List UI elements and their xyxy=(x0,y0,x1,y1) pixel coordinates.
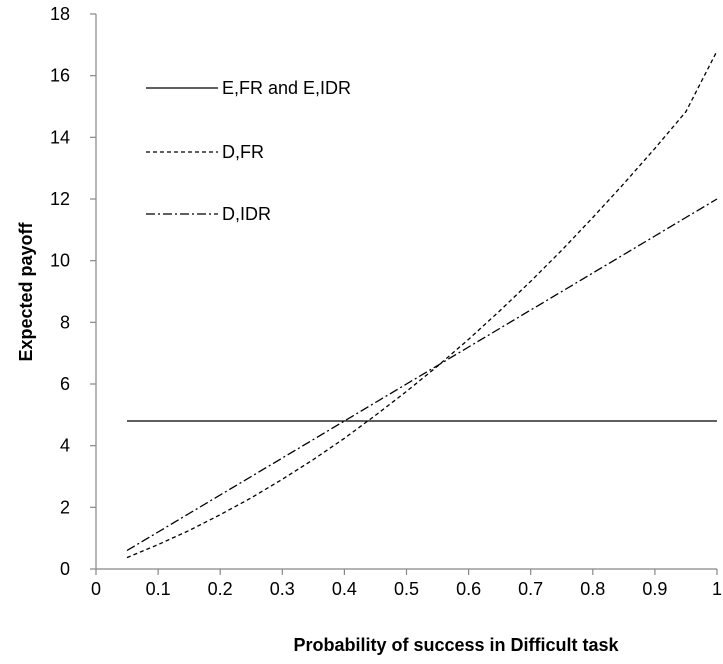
x-axis-title: Probability of success in Difficult task xyxy=(293,635,619,655)
y-tick-label: 14 xyxy=(50,127,70,147)
x-tick-label: 0.4 xyxy=(332,579,357,599)
x-tick-labels: 0 0.1 0.2 0.3 0.4 0.5 0.6 0.7 0.8 0.9 1 xyxy=(91,579,722,599)
x-tick-label: 0.2 xyxy=(208,579,233,599)
y-tick-label: 0 xyxy=(60,559,70,579)
legend-label: D,IDR xyxy=(222,204,271,224)
x-tick-label: 0.5 xyxy=(394,579,419,599)
y-tick-label: 8 xyxy=(60,312,70,332)
x-tick-label: 0.9 xyxy=(642,579,667,599)
series-line-d-fr xyxy=(126,50,718,559)
axes xyxy=(90,13,718,575)
x-tick-label: 0.3 xyxy=(270,579,295,599)
legend: E,FR and E,IDR D,FR D,IDR xyxy=(146,78,351,224)
x-tick-label: 0 xyxy=(91,579,101,599)
y-tick-label: 18 xyxy=(50,4,70,24)
y-tick-labels: 0 2 4 6 8 10 12 14 16 18 xyxy=(50,4,70,579)
x-tick-label: 1 xyxy=(712,579,722,599)
x-tick-label: 0.1 xyxy=(146,579,171,599)
y-axis-title: Expected payoff xyxy=(16,221,36,361)
y-tick-label: 2 xyxy=(60,497,70,517)
series-line-d-idr xyxy=(126,198,718,552)
x-tick-label: 0.6 xyxy=(456,579,481,599)
series-lines xyxy=(126,50,718,559)
x-tick-label: 0.8 xyxy=(580,579,605,599)
y-tick-label: 4 xyxy=(60,436,70,456)
x-tick-label: 0.7 xyxy=(518,579,543,599)
y-tick-label: 10 xyxy=(50,251,70,271)
y-tick-label: 16 xyxy=(50,66,70,86)
legend-label: D,FR xyxy=(222,142,264,162)
y-tick-label: 6 xyxy=(60,374,70,394)
y-tick-label: 12 xyxy=(50,189,70,209)
legend-label: E,FR and E,IDR xyxy=(222,78,351,98)
